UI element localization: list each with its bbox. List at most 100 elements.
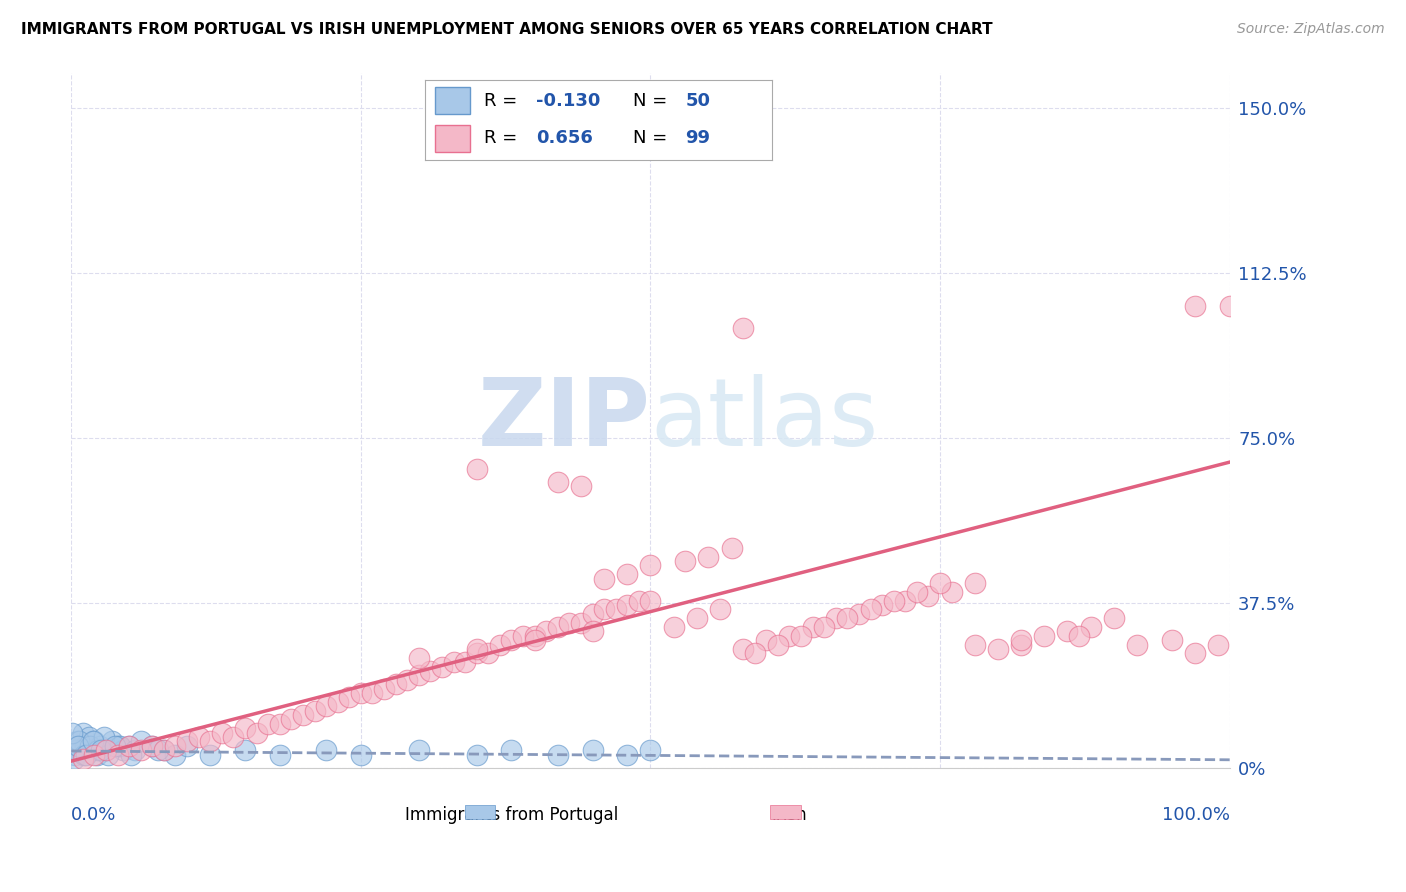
Point xyxy=(917,589,939,603)
Point xyxy=(118,739,141,753)
Point xyxy=(350,686,373,700)
Point xyxy=(373,681,395,696)
Point xyxy=(523,633,546,648)
Point xyxy=(859,602,882,616)
Point xyxy=(361,686,384,700)
Point xyxy=(94,743,117,757)
Point xyxy=(315,743,337,757)
Point xyxy=(987,642,1010,657)
Point xyxy=(673,554,696,568)
Point xyxy=(257,716,280,731)
Point xyxy=(141,739,163,753)
Point xyxy=(72,725,94,739)
Point xyxy=(616,747,638,762)
Point xyxy=(465,642,488,657)
Point xyxy=(77,730,100,744)
Point xyxy=(337,690,360,705)
Point xyxy=(304,704,326,718)
Point xyxy=(87,743,110,757)
Point xyxy=(801,620,824,634)
Point xyxy=(454,655,477,669)
Point xyxy=(824,611,846,625)
Point xyxy=(83,734,105,748)
Point xyxy=(1219,299,1241,313)
Point xyxy=(165,747,187,762)
Point xyxy=(326,695,349,709)
Point xyxy=(408,668,430,682)
Point xyxy=(112,743,135,757)
Point xyxy=(941,584,963,599)
Point xyxy=(104,739,127,753)
Point xyxy=(569,615,592,630)
Point xyxy=(755,633,778,648)
Point xyxy=(1056,624,1078,639)
Point xyxy=(63,747,86,762)
Point xyxy=(291,708,314,723)
Point xyxy=(101,734,124,748)
Point xyxy=(733,321,755,335)
Point xyxy=(90,743,112,757)
Point xyxy=(222,730,245,744)
Point xyxy=(165,739,187,753)
Point xyxy=(146,743,169,757)
Text: Source: ZipAtlas.com: Source: ZipAtlas.com xyxy=(1237,22,1385,37)
Point xyxy=(65,743,87,757)
Point xyxy=(200,734,222,748)
Point xyxy=(870,598,893,612)
Point xyxy=(581,624,603,639)
Point xyxy=(963,576,986,591)
Point xyxy=(419,664,441,678)
Point xyxy=(62,752,84,766)
Point xyxy=(883,593,905,607)
Point xyxy=(107,747,129,762)
Point xyxy=(1184,646,1206,660)
Point xyxy=(813,620,835,634)
Point xyxy=(94,743,117,757)
Point xyxy=(1080,620,1102,634)
Point xyxy=(465,461,488,475)
Point xyxy=(75,747,97,762)
Point xyxy=(72,752,94,766)
Point xyxy=(129,734,152,748)
Text: IMMIGRANTS FROM PORTUGAL VS IRISH UNEMPLOYMENT AMONG SENIORS OVER 65 YEARS CORRE: IMMIGRANTS FROM PORTUGAL VS IRISH UNEMPL… xyxy=(21,22,993,37)
Point xyxy=(89,739,111,753)
Point xyxy=(465,747,488,762)
Point xyxy=(686,611,709,625)
Point xyxy=(593,602,616,616)
Point xyxy=(108,739,131,753)
Point xyxy=(593,572,616,586)
Point xyxy=(905,584,928,599)
Point xyxy=(501,743,523,757)
Point xyxy=(80,743,103,757)
Point xyxy=(408,743,430,757)
Point xyxy=(83,747,105,762)
Point xyxy=(66,734,89,748)
Point xyxy=(569,479,592,493)
Point xyxy=(396,673,419,687)
Point xyxy=(581,743,603,757)
Point xyxy=(848,607,870,621)
Point xyxy=(894,593,917,607)
Point xyxy=(744,646,766,660)
Point xyxy=(75,739,97,753)
Point xyxy=(233,721,256,735)
Point xyxy=(720,541,742,555)
Point xyxy=(779,629,801,643)
Point xyxy=(1160,633,1182,648)
Point xyxy=(124,743,146,757)
Point xyxy=(662,620,685,634)
Point xyxy=(118,739,141,753)
Point xyxy=(408,650,430,665)
Point xyxy=(69,743,91,757)
Point xyxy=(121,747,143,762)
Point xyxy=(315,699,337,714)
Point xyxy=(1010,638,1032,652)
Point xyxy=(176,734,198,748)
Point xyxy=(733,642,755,657)
Point xyxy=(107,739,129,753)
Point xyxy=(1126,638,1149,652)
Point xyxy=(1033,629,1056,643)
Point xyxy=(547,747,569,762)
Text: atlas: atlas xyxy=(651,375,879,467)
Point xyxy=(233,743,256,757)
